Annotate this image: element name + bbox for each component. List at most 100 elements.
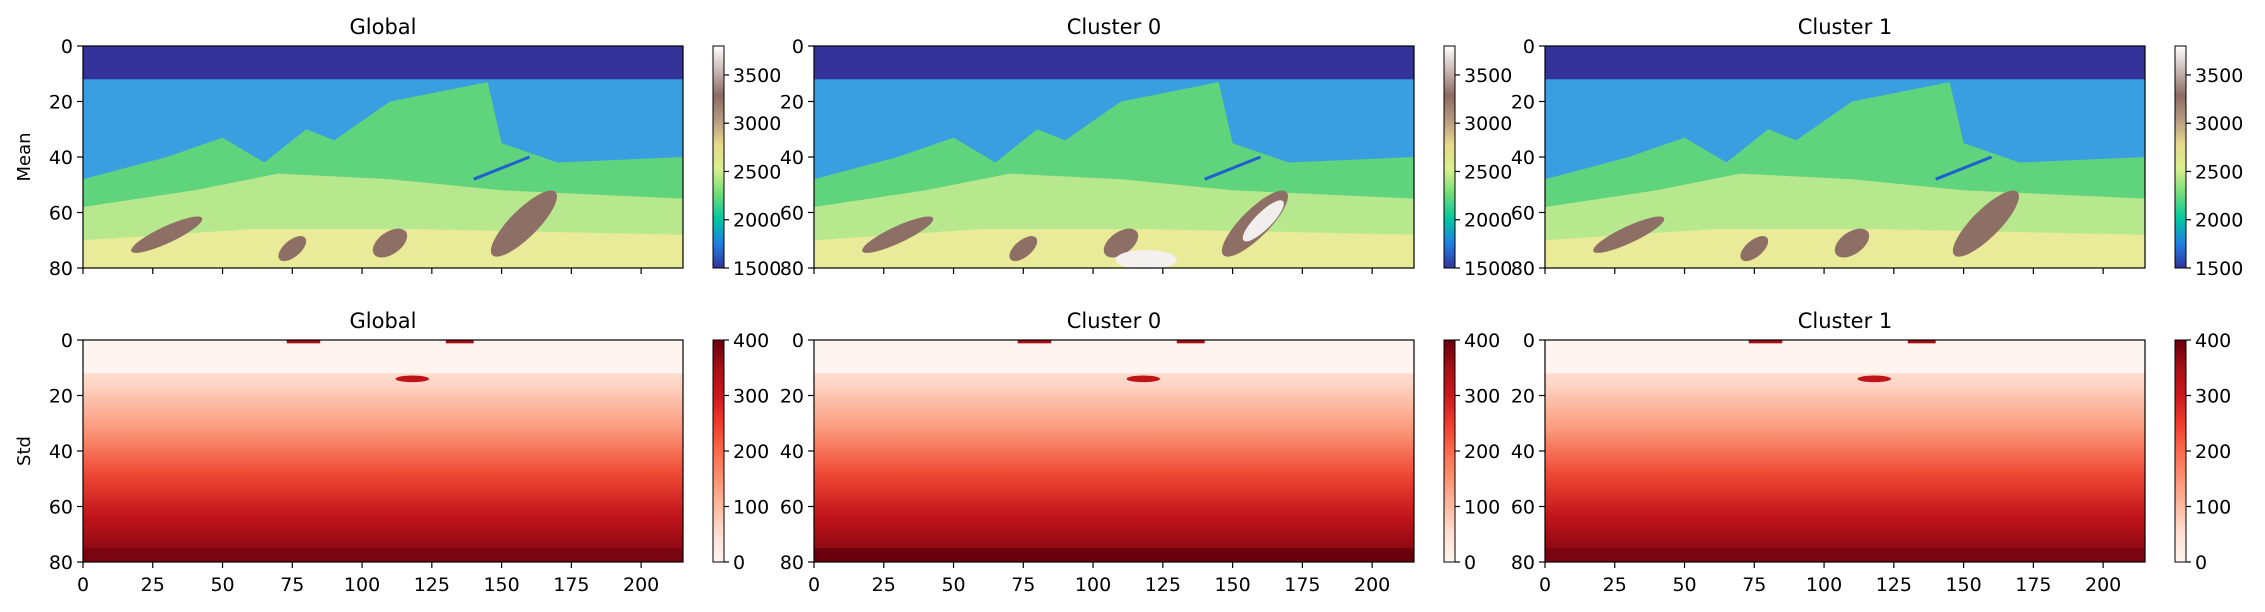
y-axis-label: Std <box>14 436 35 466</box>
y-tick-label: 40 <box>1511 441 1535 463</box>
colorbar: 1500 2000 2500 3000 3500 <box>2174 45 2243 280</box>
y-tick-label: 20 <box>1511 386 1535 408</box>
y-tick-label: 80 <box>780 552 804 574</box>
x-tick-label: 150 <box>483 574 519 596</box>
colorbar-tick-label: 2000 <box>733 210 781 232</box>
y-tick-label: 20 <box>780 386 804 408</box>
x-tick-label: 0 <box>1539 574 1551 596</box>
subplot-title: Cluster 0 <box>1067 15 1162 39</box>
subplot-title: Cluster 1 <box>1798 309 1893 333</box>
colorbar-tick-label: 300 <box>1464 386 1500 408</box>
colorbar-tick-label: 1500 <box>1464 258 1512 280</box>
x-tick-label: 0 <box>77 574 89 596</box>
colorbar-tick-label: 400 <box>2195 330 2231 352</box>
y-tick-label: 40 <box>780 147 804 169</box>
y-tick-label: 20 <box>49 92 73 114</box>
y-tick-label: 80 <box>49 552 73 574</box>
colorbar-tick-label: 1500 <box>733 258 781 280</box>
x-tick-label: 100 <box>1806 574 1842 596</box>
x-tick-label: 50 <box>210 574 234 596</box>
colorbar-tick-label: 2500 <box>733 161 781 183</box>
y-tick-label: 40 <box>49 147 73 169</box>
subplot-title: Cluster 1 <box>1798 15 1893 39</box>
y-tick-label: 0 <box>61 330 73 352</box>
y-tick-label: 40 <box>1511 147 1535 169</box>
y-tick-label: 0 <box>61 36 73 58</box>
colorbar-tick-label: 3000 <box>733 113 781 135</box>
colorbar-tick-label: 300 <box>2195 386 2231 408</box>
x-tick-label: 50 <box>1672 574 1696 596</box>
subplot-0-1: Cluster 0 0 20 40 60 80 1500 2000 2500 3000 3500 <box>780 15 1513 280</box>
x-tick-label: 150 <box>1214 574 1250 596</box>
colorbar-tick-label: 400 <box>1464 330 1500 352</box>
colorbar: 1500 2000 2500 3000 3500 <box>712 45 781 280</box>
x-tick-label: 125 <box>1145 574 1181 596</box>
y-tick-label: 0 <box>792 36 804 58</box>
colorbar-gradient <box>2174 45 2187 269</box>
colorbar-tick-label: 0 <box>1464 552 1476 574</box>
colorbar-tick-label: 300 <box>733 386 769 408</box>
colorbar-gradient <box>1443 45 1456 269</box>
subplot-0-0: Global Mean 0 20 40 60 80 1500 2000 2500 3000 3500 <box>14 15 781 280</box>
colorbar-tick-label: 200 <box>2195 441 2231 463</box>
colorbar-tick-label: 1500 <box>2195 258 2243 280</box>
heatmap-image <box>83 340 683 562</box>
x-tick-label: 125 <box>414 574 450 596</box>
colorbar-gradient <box>712 45 725 269</box>
x-tick-label: 25 <box>872 574 896 596</box>
colorbar-tick-label: 3000 <box>1464 113 1512 135</box>
colorbar-tick-label: 100 <box>733 497 769 519</box>
colorbar-tick-label: 3000 <box>2195 113 2243 135</box>
x-tick-label: 100 <box>1075 574 1111 596</box>
colorbar: 0 100 200 300 400 <box>712 330 769 574</box>
colorbar-tick-label: 100 <box>1464 497 1500 519</box>
colorbar-tick-label: 2500 <box>1464 161 1512 183</box>
x-tick-label: 200 <box>2085 574 2121 596</box>
colorbar: 1500 2000 2500 3000 3500 <box>1443 45 1512 280</box>
x-tick-label: 75 <box>1011 574 1035 596</box>
y-tick-label: 20 <box>49 386 73 408</box>
x-tick-label: 0 <box>808 574 820 596</box>
colorbar-tick-label: 3500 <box>733 65 781 87</box>
y-tick-label: 60 <box>1511 497 1535 519</box>
heatmap-image <box>83 46 683 268</box>
x-tick-label: 175 <box>2015 574 2051 596</box>
y-tick-label: 80 <box>780 258 804 280</box>
heatmap-image <box>814 340 1414 562</box>
y-tick-label: 0 <box>1523 36 1535 58</box>
colorbar-tick-label: 3500 <box>2195 65 2243 87</box>
x-tick-label: 125 <box>1876 574 1912 596</box>
colorbar: 0 100 200 300 400 <box>1443 330 1500 574</box>
colorbar-tick-label: 2500 <box>2195 161 2243 183</box>
y-tick-label: 0 <box>792 330 804 352</box>
colorbar: 0 100 200 300 400 <box>2174 330 2231 574</box>
colorbar-gradient <box>2174 339 2187 563</box>
colorbar-tick-label: 0 <box>733 552 745 574</box>
x-tick-label: 50 <box>941 574 965 596</box>
colorbar-gradient <box>1443 339 1456 563</box>
y-tick-label: 20 <box>780 92 804 114</box>
subplot-title: Global <box>350 309 417 333</box>
x-tick-label: 100 <box>344 574 380 596</box>
x-tick-label: 25 <box>1603 574 1627 596</box>
heatmap-image <box>814 46 1414 270</box>
y-tick-label: 60 <box>49 497 73 519</box>
colorbar-gradient <box>712 339 725 563</box>
y-tick-label: 60 <box>49 203 73 225</box>
colorbar-tick-label: 200 <box>1464 441 1500 463</box>
colorbar-tick-label: 400 <box>733 330 769 352</box>
x-tick-label: 75 <box>280 574 304 596</box>
subplot-title: Global <box>350 15 417 39</box>
x-tick-label: 175 <box>1284 574 1320 596</box>
y-tick-label: 20 <box>1511 92 1535 114</box>
colorbar-tick-label: 3500 <box>1464 65 1512 87</box>
y-tick-label: 60 <box>1511 203 1535 225</box>
x-tick-label: 150 <box>1945 574 1981 596</box>
y-tick-label: 40 <box>49 441 73 463</box>
x-tick-label: 25 <box>141 574 165 596</box>
y-tick-label: 0 <box>1523 330 1535 352</box>
